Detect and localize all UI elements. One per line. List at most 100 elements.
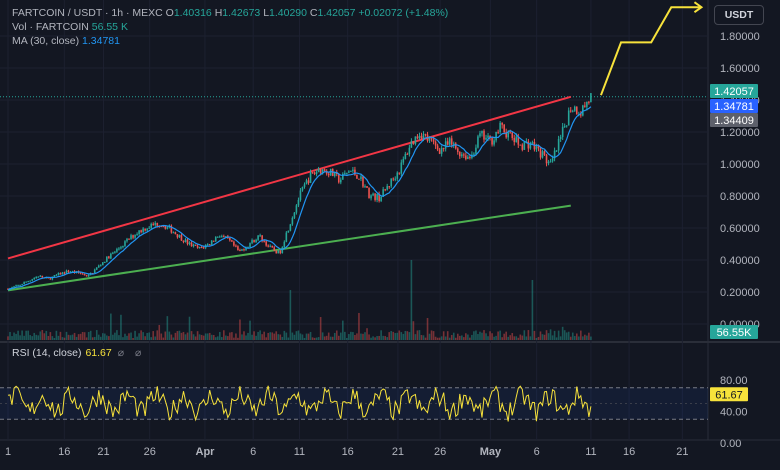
volume-bar (396, 332, 399, 340)
candle-body (580, 114, 582, 116)
candle-body (422, 133, 425, 139)
candle-body (287, 230, 290, 233)
candle-body (65, 270, 68, 274)
candle-body (37, 276, 40, 278)
ma-label: MA (30, close) (12, 35, 80, 47)
volume-bar (261, 334, 263, 340)
candle-body (223, 236, 225, 238)
volume-bar (565, 332, 568, 340)
volume-bar (319, 317, 322, 340)
volume-bar (454, 337, 457, 340)
candle-body (428, 138, 431, 141)
candle-body (130, 235, 132, 240)
volume-bar (41, 330, 44, 340)
candle-body (590, 93, 592, 103)
volume-bar (166, 316, 169, 340)
volume-bar (77, 334, 80, 340)
currency-button[interactable]: USDT (714, 5, 764, 25)
volume-bar (436, 337, 439, 340)
volume-bar (551, 335, 554, 340)
price-tag-label: 1.34781 (714, 101, 754, 113)
symbol-label[interactable]: FARTCOIN / USDT · 1h · MEXC (12, 7, 163, 19)
candle-body (370, 195, 372, 199)
volume-bar (148, 332, 150, 340)
volume-bar (588, 332, 590, 340)
candle-body (15, 285, 17, 287)
volume-value: 56.55 K (91, 21, 128, 33)
low-label: L (263, 7, 270, 19)
candle-body (269, 245, 272, 247)
ma-legend[interactable]: MA (30, close) 1.34781 (12, 35, 120, 48)
candle-body (529, 143, 532, 149)
candle-body (41, 275, 44, 278)
volume-bar (99, 336, 102, 340)
candle-body (406, 153, 409, 155)
volume-legend[interactable]: Vol · FARTCOIN 56.55 K (12, 21, 128, 34)
candle-body (31, 279, 34, 281)
volume-bar (235, 333, 237, 340)
volume-bar (535, 337, 538, 340)
trendlines (7, 1, 704, 292)
volume-bar (194, 336, 197, 340)
candle-body (444, 141, 447, 149)
volume-bar (241, 334, 243, 340)
candle-body (67, 270, 70, 273)
time-tick-label: 16 (58, 446, 70, 458)
candle-body (509, 132, 512, 134)
rsi-legend[interactable]: RSI (14, close) 61.67 ⌀ ⌀ (12, 347, 145, 359)
candle-body (216, 236, 219, 238)
price-tag-label: 1.34409 (714, 115, 754, 127)
candle-body (285, 232, 288, 242)
candle-body (440, 147, 443, 154)
volume-bar (79, 333, 82, 340)
volume-bar (424, 337, 427, 340)
volume-bar (283, 330, 286, 340)
candle-body (448, 138, 451, 145)
candle-body (469, 156, 471, 158)
candle-body (450, 138, 453, 145)
volume-bar (49, 332, 52, 340)
low-value: 1.40290 (269, 7, 307, 19)
candle-body (301, 187, 304, 191)
volume-bar (172, 337, 175, 340)
price-tick-label: 0.60000 (720, 223, 760, 235)
volume-bar (150, 337, 153, 340)
rsi-label: RSI (14, close) (12, 347, 82, 359)
candle-body (503, 124, 505, 133)
lower-trendline (7, 204, 571, 292)
volume-bar (291, 332, 294, 340)
candle-body (539, 148, 542, 158)
projection-arrowhead (693, 1, 704, 14)
volume-bar (580, 330, 582, 340)
volume-bar (136, 336, 138, 340)
candle-body (39, 275, 42, 277)
candle-body (404, 153, 407, 159)
candle-body (277, 250, 280, 254)
volume-bar (31, 336, 34, 340)
volume-bar (130, 332, 132, 340)
candle-body (97, 265, 100, 268)
volume-bar (112, 334, 114, 340)
volume-bar (323, 336, 326, 340)
volume-bar (218, 331, 221, 340)
candle-body (402, 158, 405, 163)
candle-body (487, 135, 489, 138)
candle-body (414, 136, 417, 144)
volume-bar (461, 335, 463, 340)
candle-body (541, 151, 544, 158)
volume-bar (237, 337, 239, 340)
candle-body (333, 171, 336, 177)
candle-body (358, 178, 360, 180)
volume-bar (372, 336, 374, 340)
candle-body (360, 176, 362, 179)
candle-body (49, 278, 52, 280)
volume-bar (309, 331, 312, 340)
candle-body (59, 272, 62, 275)
candle-body (194, 244, 197, 246)
change-value: +0.02072 (+1.48%) (358, 7, 449, 19)
open-value: 1.40316 (173, 7, 212, 19)
rsi-visibility-icon[interactable]: ⌀ ⌀ (117, 347, 146, 359)
candle-body (523, 141, 526, 150)
volume-bar (501, 337, 503, 340)
